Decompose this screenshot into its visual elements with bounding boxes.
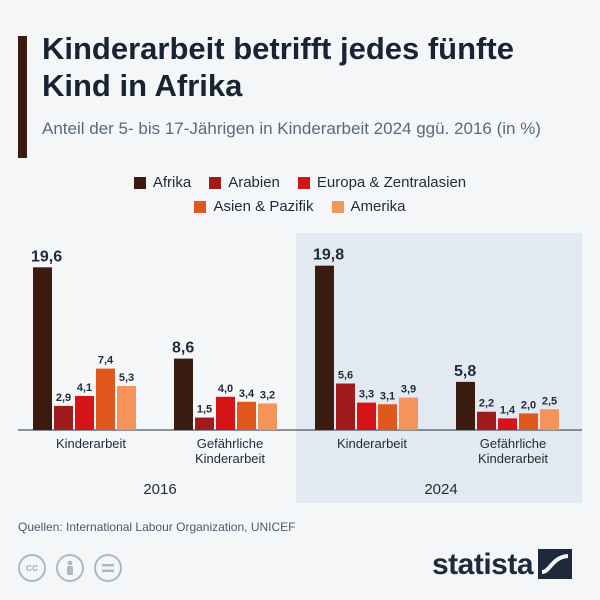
legend-label: Europa & Zentralasien bbox=[316, 174, 467, 191]
bar-value-label: 2,0 bbox=[521, 399, 536, 411]
source-note: Quellen: International Labour Organizati… bbox=[18, 520, 296, 534]
bar bbox=[357, 402, 376, 430]
statista-logo-icon bbox=[538, 549, 573, 579]
legend-item-europa: Europa & Zentralasien bbox=[297, 174, 467, 191]
bar-value-label: 5,8 bbox=[454, 363, 476, 380]
equals-icon bbox=[94, 554, 122, 582]
bar bbox=[315, 265, 334, 430]
bar bbox=[174, 358, 193, 430]
cc-icon: cc bbox=[18, 554, 46, 582]
bar bbox=[258, 403, 277, 430]
legend-row-1: Afrika Arabien Europa & Zentralasien bbox=[0, 174, 600, 191]
bar bbox=[378, 404, 397, 430]
legend-label: Afrika bbox=[152, 174, 192, 191]
bar bbox=[237, 401, 256, 430]
bar bbox=[336, 383, 355, 430]
bar-value-label: 3,1 bbox=[380, 390, 395, 402]
bar-value-label: 1,5 bbox=[197, 404, 212, 416]
legend-item-amerika: Amerika bbox=[331, 198, 406, 215]
legend-label: Asien & Pazifik bbox=[213, 198, 314, 215]
person-icon bbox=[56, 554, 84, 582]
bar-value-label: 2,9 bbox=[56, 392, 71, 404]
bar-value-label: 3,2 bbox=[260, 389, 275, 401]
bar bbox=[33, 267, 52, 430]
chart-legend: Afrika Arabien Europa & Zentralasien Asi… bbox=[0, 174, 600, 222]
year-panel-2024 bbox=[296, 233, 582, 503]
bar-value-label: 4,0 bbox=[218, 383, 233, 395]
category-label: Kinderarbeit bbox=[56, 436, 126, 451]
page-title: Kinderarbeit betrifft jedes fünfte Kind … bbox=[42, 31, 514, 103]
legend-label: Amerika bbox=[350, 198, 406, 215]
bar-value-label: 3,3 bbox=[359, 389, 374, 401]
legend-swatch bbox=[209, 176, 222, 189]
bar-value-label: 2,5 bbox=[542, 395, 557, 407]
bar-value-label: 4,1 bbox=[77, 382, 92, 394]
year-label: 2024 bbox=[424, 481, 457, 498]
legend-row-2: Asien & Pazifik Amerika bbox=[0, 198, 600, 215]
bar-value-label: 5,6 bbox=[338, 370, 353, 382]
bar bbox=[477, 411, 496, 430]
bar bbox=[117, 386, 136, 430]
bar-value-label: 3,4 bbox=[239, 388, 255, 400]
legend-label: Arabien bbox=[228, 174, 280, 191]
bar-value-label: 2,2 bbox=[479, 398, 494, 410]
bar bbox=[96, 368, 115, 430]
bar bbox=[540, 409, 559, 430]
category-label: Gefährliche bbox=[197, 436, 263, 451]
category-label: Kinderarbeit bbox=[195, 451, 265, 466]
title-accent-bar bbox=[18, 36, 27, 158]
bar-value-label: 19,8 bbox=[313, 247, 344, 264]
bar-value-label: 7,4 bbox=[98, 355, 114, 367]
year-label: 2016 bbox=[143, 481, 176, 498]
bar-value-label: 3,9 bbox=[401, 384, 416, 396]
legend-item-arabien: Arabien bbox=[209, 174, 280, 191]
bar-value-label: 5,3 bbox=[119, 372, 134, 384]
bar bbox=[195, 417, 214, 430]
legend-swatch bbox=[297, 176, 310, 189]
page-subtitle: Anteil der 5- bis 17-Jährigen in Kindera… bbox=[42, 119, 541, 138]
legend-item-afrika: Afrika bbox=[133, 174, 192, 191]
bar bbox=[519, 413, 538, 430]
statista-logo: statista bbox=[432, 548, 573, 582]
legend-swatch bbox=[194, 200, 207, 213]
bar-value-label: 19,6 bbox=[31, 248, 62, 265]
bar-value-label: 8,6 bbox=[172, 340, 194, 357]
bar bbox=[216, 396, 235, 430]
legend-swatch bbox=[331, 200, 344, 213]
legend-item-asien: Asien & Pazifik bbox=[194, 198, 314, 215]
legend-swatch bbox=[133, 176, 146, 189]
category-label: Kinderarbeit bbox=[478, 451, 548, 466]
brand-name: statista bbox=[432, 548, 534, 581]
category-label: Kinderarbeit bbox=[337, 436, 407, 451]
bar bbox=[75, 395, 94, 430]
bar bbox=[456, 381, 475, 430]
bar bbox=[54, 405, 73, 430]
license-icons: cc bbox=[18, 554, 132, 582]
bar bbox=[399, 397, 418, 430]
bar bbox=[498, 418, 517, 430]
category-label: Gefährliche bbox=[480, 436, 546, 451]
bar-value-label: 1,4 bbox=[500, 404, 516, 416]
